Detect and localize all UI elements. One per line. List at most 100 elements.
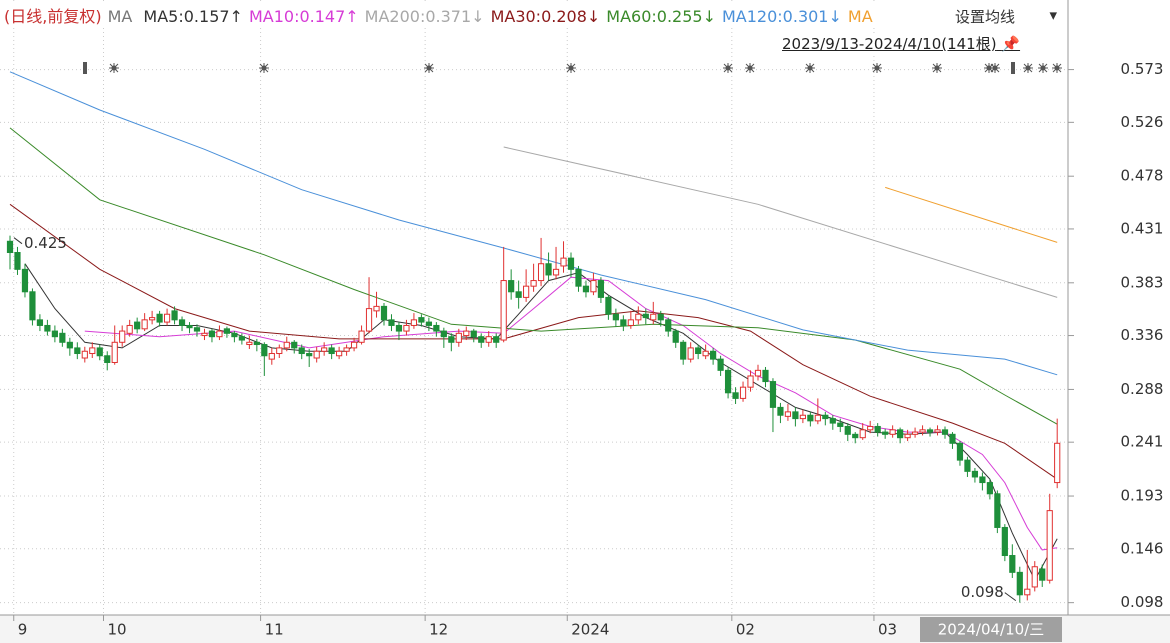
candle-body <box>418 317 425 323</box>
candle-body <box>769 381 777 408</box>
candle-body <box>321 347 328 352</box>
candle-body <box>627 319 634 326</box>
event-marker-rays <box>723 63 733 73</box>
candle-body <box>799 414 806 420</box>
candle-body <box>650 313 657 321</box>
candle-body <box>410 319 418 326</box>
event-marker <box>259 63 269 73</box>
candle-body <box>246 341 253 346</box>
candle-body <box>291 341 298 349</box>
candle-body <box>156 313 163 323</box>
candle-body <box>994 493 1001 528</box>
candle-body <box>807 414 814 422</box>
legend-item: MA60:0.255↓ <box>606 7 716 25</box>
event-marker-rays <box>745 63 755 73</box>
event-marker-rays <box>1038 63 1048 73</box>
y-tick-label: 0.288 <box>1121 380 1164 398</box>
event-marker <box>1038 63 1048 73</box>
candle-body <box>134 321 141 330</box>
candle-body <box>59 332 66 343</box>
candle-body <box>171 310 178 321</box>
candle-body <box>642 313 649 319</box>
candle-body <box>96 347 103 357</box>
candle-body <box>590 280 597 293</box>
candle-body <box>66 341 73 349</box>
ma-line <box>503 146 1058 298</box>
candle-body <box>358 330 365 343</box>
event-marker-rays <box>1052 63 1062 73</box>
candle-body <box>425 321 432 326</box>
y-tick-label: 0.383 <box>1121 273 1164 291</box>
candle-body <box>582 285 590 293</box>
candle-body <box>238 336 245 341</box>
candle-body <box>223 328 231 334</box>
candle-body <box>508 280 515 293</box>
candle-body <box>537 263 545 282</box>
candle-body <box>119 330 126 343</box>
legend-item: MA30:0.208↓ <box>490 7 601 25</box>
event-marker <box>566 63 576 73</box>
event-marker <box>745 63 755 73</box>
candle-body <box>448 336 455 343</box>
candle-body <box>373 305 380 312</box>
candle-body <box>1009 555 1016 573</box>
candle-body <box>1054 442 1061 484</box>
event-marker-rays <box>932 63 942 73</box>
candle-body <box>163 313 171 323</box>
cursor-box <box>920 617 1062 642</box>
candle-body <box>1046 510 1053 581</box>
settings-button[interactable]: 设置均线 ▾ <box>955 6 1065 28</box>
event-marker <box>990 63 1000 73</box>
candle-body <box>695 347 702 355</box>
chart-label: (日线,前复权) <box>4 7 102 25</box>
event-marker-bar <box>83 62 87 74</box>
legend-item: MA <box>847 7 873 25</box>
event-marker-rays <box>990 63 1000 73</box>
y-tick-label: 0.193 <box>1121 487 1164 505</box>
candle-body <box>261 344 268 357</box>
legend-item: MA200:0.371↓ <box>364 7 485 25</box>
candle-body <box>986 482 993 495</box>
candle-body <box>268 353 275 360</box>
settings-label: 设置均线 <box>955 8 1016 26</box>
candle-body <box>500 280 507 341</box>
candle-body <box>350 341 358 349</box>
candle-body <box>777 406 784 416</box>
candle-body <box>822 414 829 420</box>
candle-body <box>193 327 201 332</box>
x-tick-label: 11 <box>265 621 284 639</box>
candle-body <box>253 341 260 346</box>
annotation-arrow <box>1004 592 1017 602</box>
candle-body <box>470 330 477 338</box>
candle-body <box>665 319 672 332</box>
event-marker <box>1052 63 1062 73</box>
candle-body <box>149 317 156 321</box>
candle-body <box>545 263 552 276</box>
candle-body <box>89 347 96 355</box>
candle-body <box>306 353 313 357</box>
legend: (日线,前复权) MA MA5:0.157↑ MA10:0.147↑ MA200:0.… <box>4 3 952 25</box>
event-marker <box>1023 63 1033 73</box>
event-marker <box>932 63 942 73</box>
candle-body <box>657 313 664 321</box>
candle-body <box>478 336 485 343</box>
event-marker <box>805 63 815 73</box>
ma-line <box>24 263 1058 582</box>
candle-body <box>433 324 440 332</box>
candle-body <box>74 347 81 355</box>
x-tick-label: 2024 <box>571 621 609 639</box>
candle-body <box>964 459 971 472</box>
candle-body <box>792 411 799 420</box>
candle-body <box>1016 571 1023 596</box>
candle-body <box>829 418 836 424</box>
candle-body <box>717 358 724 371</box>
candle-body <box>1031 566 1038 588</box>
event-marker <box>424 63 434 73</box>
ma-label: MA <box>107 7 133 25</box>
candle-body <box>51 330 58 338</box>
y-tick-label: 0.526 <box>1121 113 1164 131</box>
candle-body <box>680 341 687 360</box>
candle-body <box>216 330 223 338</box>
candle-body <box>1024 588 1031 596</box>
